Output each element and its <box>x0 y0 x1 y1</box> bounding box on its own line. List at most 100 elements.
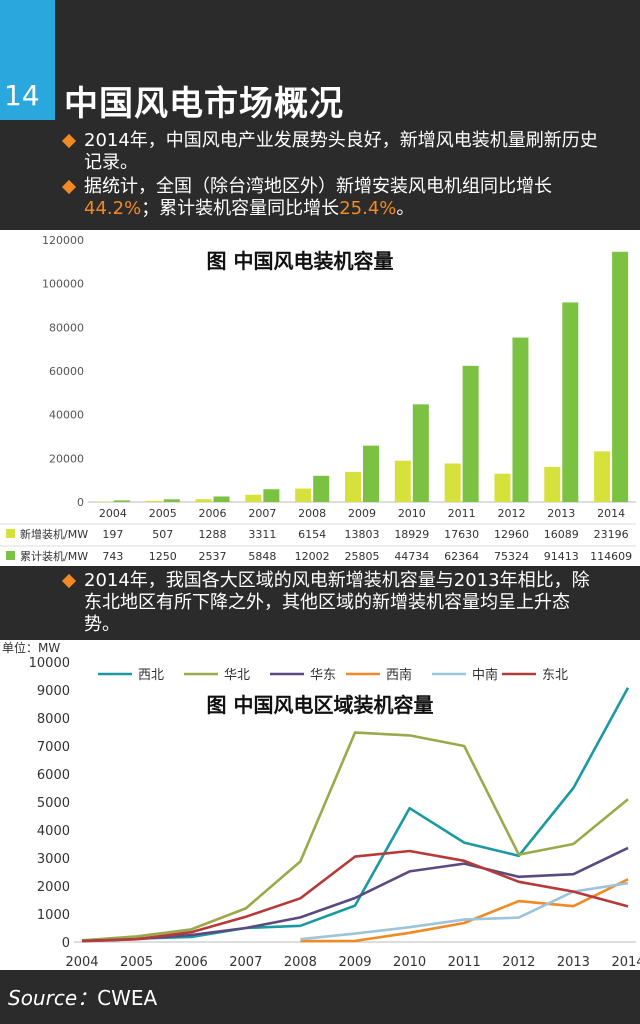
y-tick-label: 9000 <box>37 684 70 699</box>
y-axis-unit: 单位：MW <box>2 640 60 655</box>
x-tick-label: 2005 <box>120 955 153 970</box>
bar-cumulative-2007 <box>263 489 280 502</box>
data-label: 16089 <box>544 528 579 541</box>
growth-cumulative: 25.4% <box>339 198 397 219</box>
x-tick-label: 2011 <box>448 507 476 520</box>
bar-new-2013 <box>544 466 561 502</box>
data-label: 743 <box>102 550 123 563</box>
data-label: 114609 <box>590 550 632 563</box>
data-label: 23196 <box>594 528 629 541</box>
y-tick-label: 20000 <box>49 452 84 465</box>
data-label: 12960 <box>494 528 529 541</box>
x-tick-label: 2013 <box>557 955 590 970</box>
bar-new-2012 <box>494 473 511 502</box>
data-label: 75324 <box>494 550 529 563</box>
series-line-东北 <box>81 849 629 943</box>
data-label: 12002 <box>295 550 330 563</box>
data-label: 13803 <box>345 528 380 541</box>
bullet-3: 2014年，我国各大区域的风电新增装机容量与2013年相比，除东北地区有所下降之… <box>62 570 602 636</box>
y-tick-label: 0 <box>77 496 84 509</box>
bar-new-2008 <box>295 488 312 502</box>
y-tick-label: 2000 <box>37 880 70 895</box>
capacity-bar-chart: 0 20000 40000 60000 80000 100000 120000 图 中国风电装… <box>0 234 636 563</box>
x-tick-label: 2014 <box>611 955 640 970</box>
source-label: Source： <box>8 986 98 1010</box>
series-line-华东 <box>81 846 629 943</box>
y-tick-label: 5000 <box>37 796 70 811</box>
x-tick-label: 2009 <box>338 955 371 970</box>
data-label: 17630 <box>444 528 479 541</box>
bar-new-2010 <box>394 460 411 502</box>
chart-title: 图 中国风电装机容量 <box>207 249 394 273</box>
mid-bullets: 2014年，我国各大区域的风电新增装机容量与2013年相比，除东北地区有所下降之… <box>62 570 602 638</box>
y-tick-label: 100000 <box>42 278 84 291</box>
section-number: 14 <box>4 79 40 112</box>
x-tick-label: 2011 <box>448 955 481 970</box>
y-tick-label: 1000 <box>37 908 70 923</box>
x-tick-label: 2006 <box>175 955 208 970</box>
legend-label: 华东 <box>310 668 336 683</box>
bar-cumulative-2006 <box>213 496 230 502</box>
y-tick-label: 40000 <box>49 409 84 422</box>
y-tick-label: 8000 <box>37 712 70 727</box>
x-tick-label: 2012 <box>502 955 535 970</box>
data-label: 44734 <box>394 550 429 563</box>
series-line-中南 <box>300 881 629 941</box>
data-label: 6154 <box>298 528 326 541</box>
region-line-chart: 单位：MW 0 1000 2000 3000 4000 5000 6000 7000 8000 90… <box>2 640 640 970</box>
series-line-西南 <box>300 878 629 943</box>
y-tick-label: 0 <box>62 936 70 951</box>
x-tick-label: 2006 <box>199 507 227 520</box>
bullet-1: 2014年，中国风电产业发展势头良好，新增风电装机量刷新历史记录。 <box>62 130 602 174</box>
data-label: 62364 <box>444 550 479 563</box>
x-tick-label: 2013 <box>547 507 575 520</box>
x-tick-label: 2007 <box>248 507 276 520</box>
data-label: 5848 <box>248 550 276 563</box>
bar-cumulative-2005 <box>163 499 180 502</box>
y-tick-label: 60000 <box>49 365 84 378</box>
bar-cumulative-2009 <box>363 445 379 502</box>
x-tick-label: 2008 <box>298 507 326 520</box>
page-title: 中国风电市场概况 <box>64 84 344 124</box>
y-tick-label: 6000 <box>37 768 70 783</box>
y-tick-label: 4000 <box>37 824 70 839</box>
data-label: 91413 <box>544 550 579 563</box>
capacity-chart-panel: 0 20000 40000 60000 80000 100000 120000 图 中国风电装… <box>0 230 640 566</box>
data-label: 18929 <box>394 528 429 541</box>
y-tick-label: 10000 <box>29 656 70 671</box>
source-note: Source：CWEA <box>8 982 157 1011</box>
bar-new-2006 <box>195 499 212 502</box>
bar-new-2009 <box>345 471 361 502</box>
bar-new-2011 <box>444 463 461 502</box>
x-tick-label: 2014 <box>597 507 625 520</box>
legend-label: 西南 <box>386 667 412 683</box>
bar-cumulative-2010 <box>412 404 429 502</box>
data-label: 197 <box>102 528 123 541</box>
data-label: 25805 <box>345 550 380 563</box>
x-tick-label: 2005 <box>149 507 177 520</box>
bar-new-2007 <box>245 494 262 502</box>
data-label: 3311 <box>248 528 276 541</box>
top-bullets: 2014年，中国风电产业发展势头良好，新增风电装机量刷新历史记录。 据统计，全国… <box>62 130 602 222</box>
legend-swatch <box>6 529 15 538</box>
data-label: 1288 <box>199 528 227 541</box>
bullet-2-pre: 据统计，全国（除台湾地区外）新增安装风电机组同比增长 <box>84 176 552 197</box>
bullet-2-mid: ；累计装机容量同比增长 <box>141 198 340 219</box>
bar-cumulative-2004 <box>113 500 130 502</box>
legend-label: 累计装机/MW <box>20 549 88 563</box>
legend-swatch <box>6 551 15 560</box>
y-tick-label: 3000 <box>37 852 70 867</box>
legend-label: 中南 <box>472 667 498 683</box>
y-tick-label: 7000 <box>37 740 70 755</box>
bar-cumulative-2014 <box>612 251 629 502</box>
growth-new: 44.2% <box>84 198 142 219</box>
legend-label: 东北 <box>542 668 568 683</box>
legend-label: 华北 <box>224 668 250 683</box>
bar-cumulative-2013 <box>562 302 579 502</box>
data-label: 2537 <box>199 550 227 563</box>
x-tick-label: 2008 <box>284 955 317 970</box>
y-tick-label: 80000 <box>49 321 84 334</box>
x-tick-label: 2007 <box>229 955 262 970</box>
x-tick-label: 2010 <box>398 507 426 520</box>
data-label: 1250 <box>149 550 177 563</box>
